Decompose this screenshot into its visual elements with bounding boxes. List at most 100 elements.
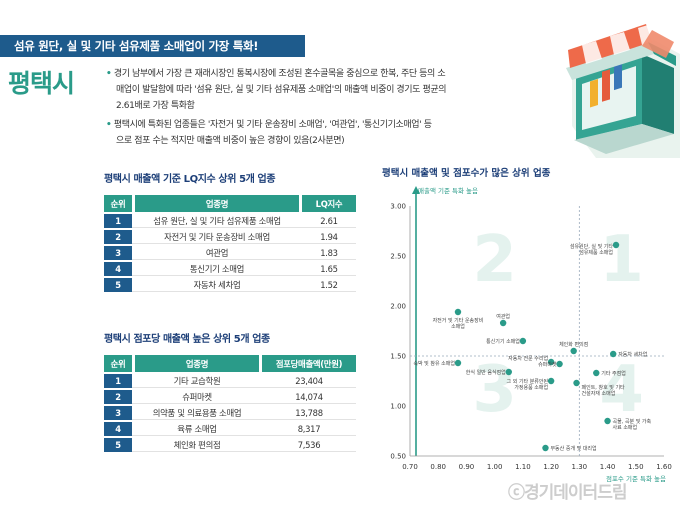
bullet-dot-icon: • <box>106 120 112 130</box>
industry-cell: 자전거 및 기타 운송장비 소매업 <box>135 230 299 244</box>
industry-cell: 육류 소매업 <box>135 422 259 436</box>
x-tick-label: 0.90 <box>459 463 475 471</box>
x-tick-label: 1.10 <box>515 463 531 471</box>
summary-bullets: • 경기 남부에서 가장 큰 재래시장인 통복시장에 조성된 혼수골목을 중심으… <box>106 66 558 152</box>
bullet-1-line-2: 매업이 발달함에 따라 '섬유 원단, 실 및 기타 섬유제품 소매업'의 매출… <box>116 85 447 95</box>
rank-cell: 4 <box>104 422 132 436</box>
industry-cell: 통신기기 소매업 <box>135 262 299 276</box>
chart-title: 평택시 매출액 및 점포수가 많은 상위 업종 <box>382 167 551 179</box>
industry-cell: 섬유 원단, 실 및 기타 섬유제품 소매업 <box>135 214 299 228</box>
point-label: 자동차 전문 수리업 <box>508 355 548 362</box>
scatter-point <box>542 444 549 452</box>
table-row: 4 통신기기 소매업 1.65 <box>104 262 356 276</box>
industry-cell: 여관업 <box>135 246 299 260</box>
scatter-point <box>547 358 555 366</box>
point-label: 숙박 및 참유 소매업 <box>413 360 455 367</box>
point-label: 한식 일반 음식점업 <box>466 369 506 376</box>
scatter-point <box>505 368 512 376</box>
point-label: 여관업 <box>496 313 510 320</box>
point-label: 슈퍼마켓 <box>538 361 557 368</box>
quadrant-number: 3 <box>472 353 517 427</box>
quadrant-number: 4 <box>599 353 644 427</box>
quadrant-number: 2 <box>472 223 517 297</box>
lq-cell: 2.61 <box>302 214 356 228</box>
industry-cell: 체인화 편의점 <box>135 438 259 452</box>
header-industry: 업종명 <box>135 355 259 372</box>
scatter-point <box>547 377 555 385</box>
y-tick-label: 0.50 <box>390 453 406 461</box>
point-label: 통신기기 소매업 <box>486 338 520 345</box>
table-row: 5 체인화 편의점 7,536 <box>104 438 356 452</box>
scatter-point <box>519 337 527 345</box>
scatter-point <box>604 417 611 425</box>
x-tick-label: 0.70 <box>402 463 418 471</box>
y-axis-label: 매출액 기준 특화 높음 <box>418 186 478 195</box>
scatter-point <box>593 369 600 377</box>
y-tick-label: 1.50 <box>390 353 406 361</box>
rank-cell: 2 <box>104 230 132 244</box>
city-title: 평택시 <box>8 69 75 98</box>
scatter-point <box>454 359 462 367</box>
header-rank: 순위 <box>104 195 132 212</box>
table-header-row: 순위 업종명 점포당매출액(만원) <box>104 355 356 372</box>
sales-table: 순위 업종명 점포당매출액(만원) 1 기타 교습학원 23,404 2 슈퍼마켓 14… <box>104 353 356 454</box>
header-rank: 순위 <box>104 355 132 372</box>
lq-table: 순위 업종명 LQ지수 1 섬유 원단, 실 및 기타 섬유제품 소매업 2.61 … <box>104 193 356 294</box>
point-label: 그 외 기타 분류안된 가정용품 소매업 <box>507 378 549 391</box>
rank-cell: 3 <box>104 406 132 420</box>
x-tick-label: 1.20 <box>543 463 559 471</box>
table-row: 3 의약품 및 의료용품 소매업 13,788 <box>104 406 356 420</box>
lq-table-title: 평택시 매출액 기준 LQ지수 상위 5개 업종 <box>104 174 276 185</box>
shop-illustration-icon <box>566 24 680 158</box>
y-tick-label: 3.00 <box>390 203 406 211</box>
y-tick-label: 1.00 <box>390 403 406 411</box>
sales-cell: 7,536 <box>262 438 356 452</box>
x-tick-label: 1.60 <box>656 463 672 471</box>
scatter-point <box>454 308 462 316</box>
x-tick-label: 0.80 <box>430 463 446 471</box>
industry-cell: 자동차 세차업 <box>135 278 299 292</box>
scatter-point <box>612 241 620 249</box>
x-tick-label: 1.50 <box>628 463 644 471</box>
lq-cell: 1.83 <box>302 246 356 260</box>
watermark: ⓒ경기데이터드림 <box>508 483 627 503</box>
x-tick-label: 1.40 <box>600 463 616 471</box>
bullet-1-line-1: 경기 남부에서 가장 큰 재래시장인 통복시장에 조성된 혼수골목을 중심으로 … <box>113 69 446 79</box>
bullet-2-line-1: 평택시에 특화된 업종들은 '자전거 및 기타 운송장비 소매업', '여관업'… <box>113 120 432 130</box>
quadrant-number: 1 <box>599 223 644 297</box>
rank-cell: 2 <box>104 390 132 404</box>
scatter-point <box>573 379 580 387</box>
rank-cell: 5 <box>104 278 132 292</box>
table-row: 2 자전거 및 기타 운송장비 소매업 1.94 <box>104 230 356 244</box>
sales-cell: 8,317 <box>262 422 356 436</box>
table-row: 5 자동차 세차업 1.52 <box>104 278 356 292</box>
headline-banner: 섬유 원단, 실 및 기타 섬유제품 소매업이 가장 특화! <box>0 35 305 57</box>
rank-cell: 5 <box>104 438 132 452</box>
point-label: 곡물, 곡분 및 가축 사료 소매업 <box>613 418 652 431</box>
industry-cell: 의약품 및 의료용품 소매업 <box>135 406 259 420</box>
x-tick-label: 1.30 <box>572 463 588 471</box>
table-row: 3 여관업 1.83 <box>104 246 356 260</box>
industry-cell: 기타 교습학원 <box>135 374 259 388</box>
point-label: 페인트, 창호 및 기타 건설자재 소매업 <box>582 384 626 397</box>
y-tick-label: 2.00 <box>390 303 406 311</box>
lq-cell: 1.65 <box>302 262 356 276</box>
x-axis-label: 점포수 기준 특화 높음 <box>606 474 666 483</box>
table-header-row: 순위 업종명 LQ지수 <box>104 195 356 212</box>
bullet-1: • 경기 남부에서 가장 큰 재래시장인 통복시장에 조성된 혼수골목을 중심으… <box>106 66 558 114</box>
scatter-point <box>610 350 617 358</box>
scatter-point <box>570 347 577 355</box>
y-axis-arrowhead-icon <box>412 186 420 194</box>
sales-cell: 13,788 <box>262 406 356 420</box>
rank-cell: 1 <box>104 214 132 228</box>
x-tick-label: 1.00 <box>487 463 503 471</box>
header-lq: LQ지수 <box>302 195 356 212</box>
header-sales: 점포당매출액(만원) <box>262 355 356 372</box>
lq-cell: 1.52 <box>302 278 356 292</box>
bullet-2-line-2: 으로 점포 수는 적지만 매출액 비중이 높은 경향이 있음(2사분면) <box>116 136 345 146</box>
lq-cell: 1.94 <box>302 230 356 244</box>
point-label: 자전거 및 기타 운송장비 소매업 <box>433 317 484 330</box>
sales-table-title: 평택시 점포당 매출액 높은 상위 5개 업종 <box>104 334 270 345</box>
point-label: 체인화 편의점 <box>559 341 588 348</box>
